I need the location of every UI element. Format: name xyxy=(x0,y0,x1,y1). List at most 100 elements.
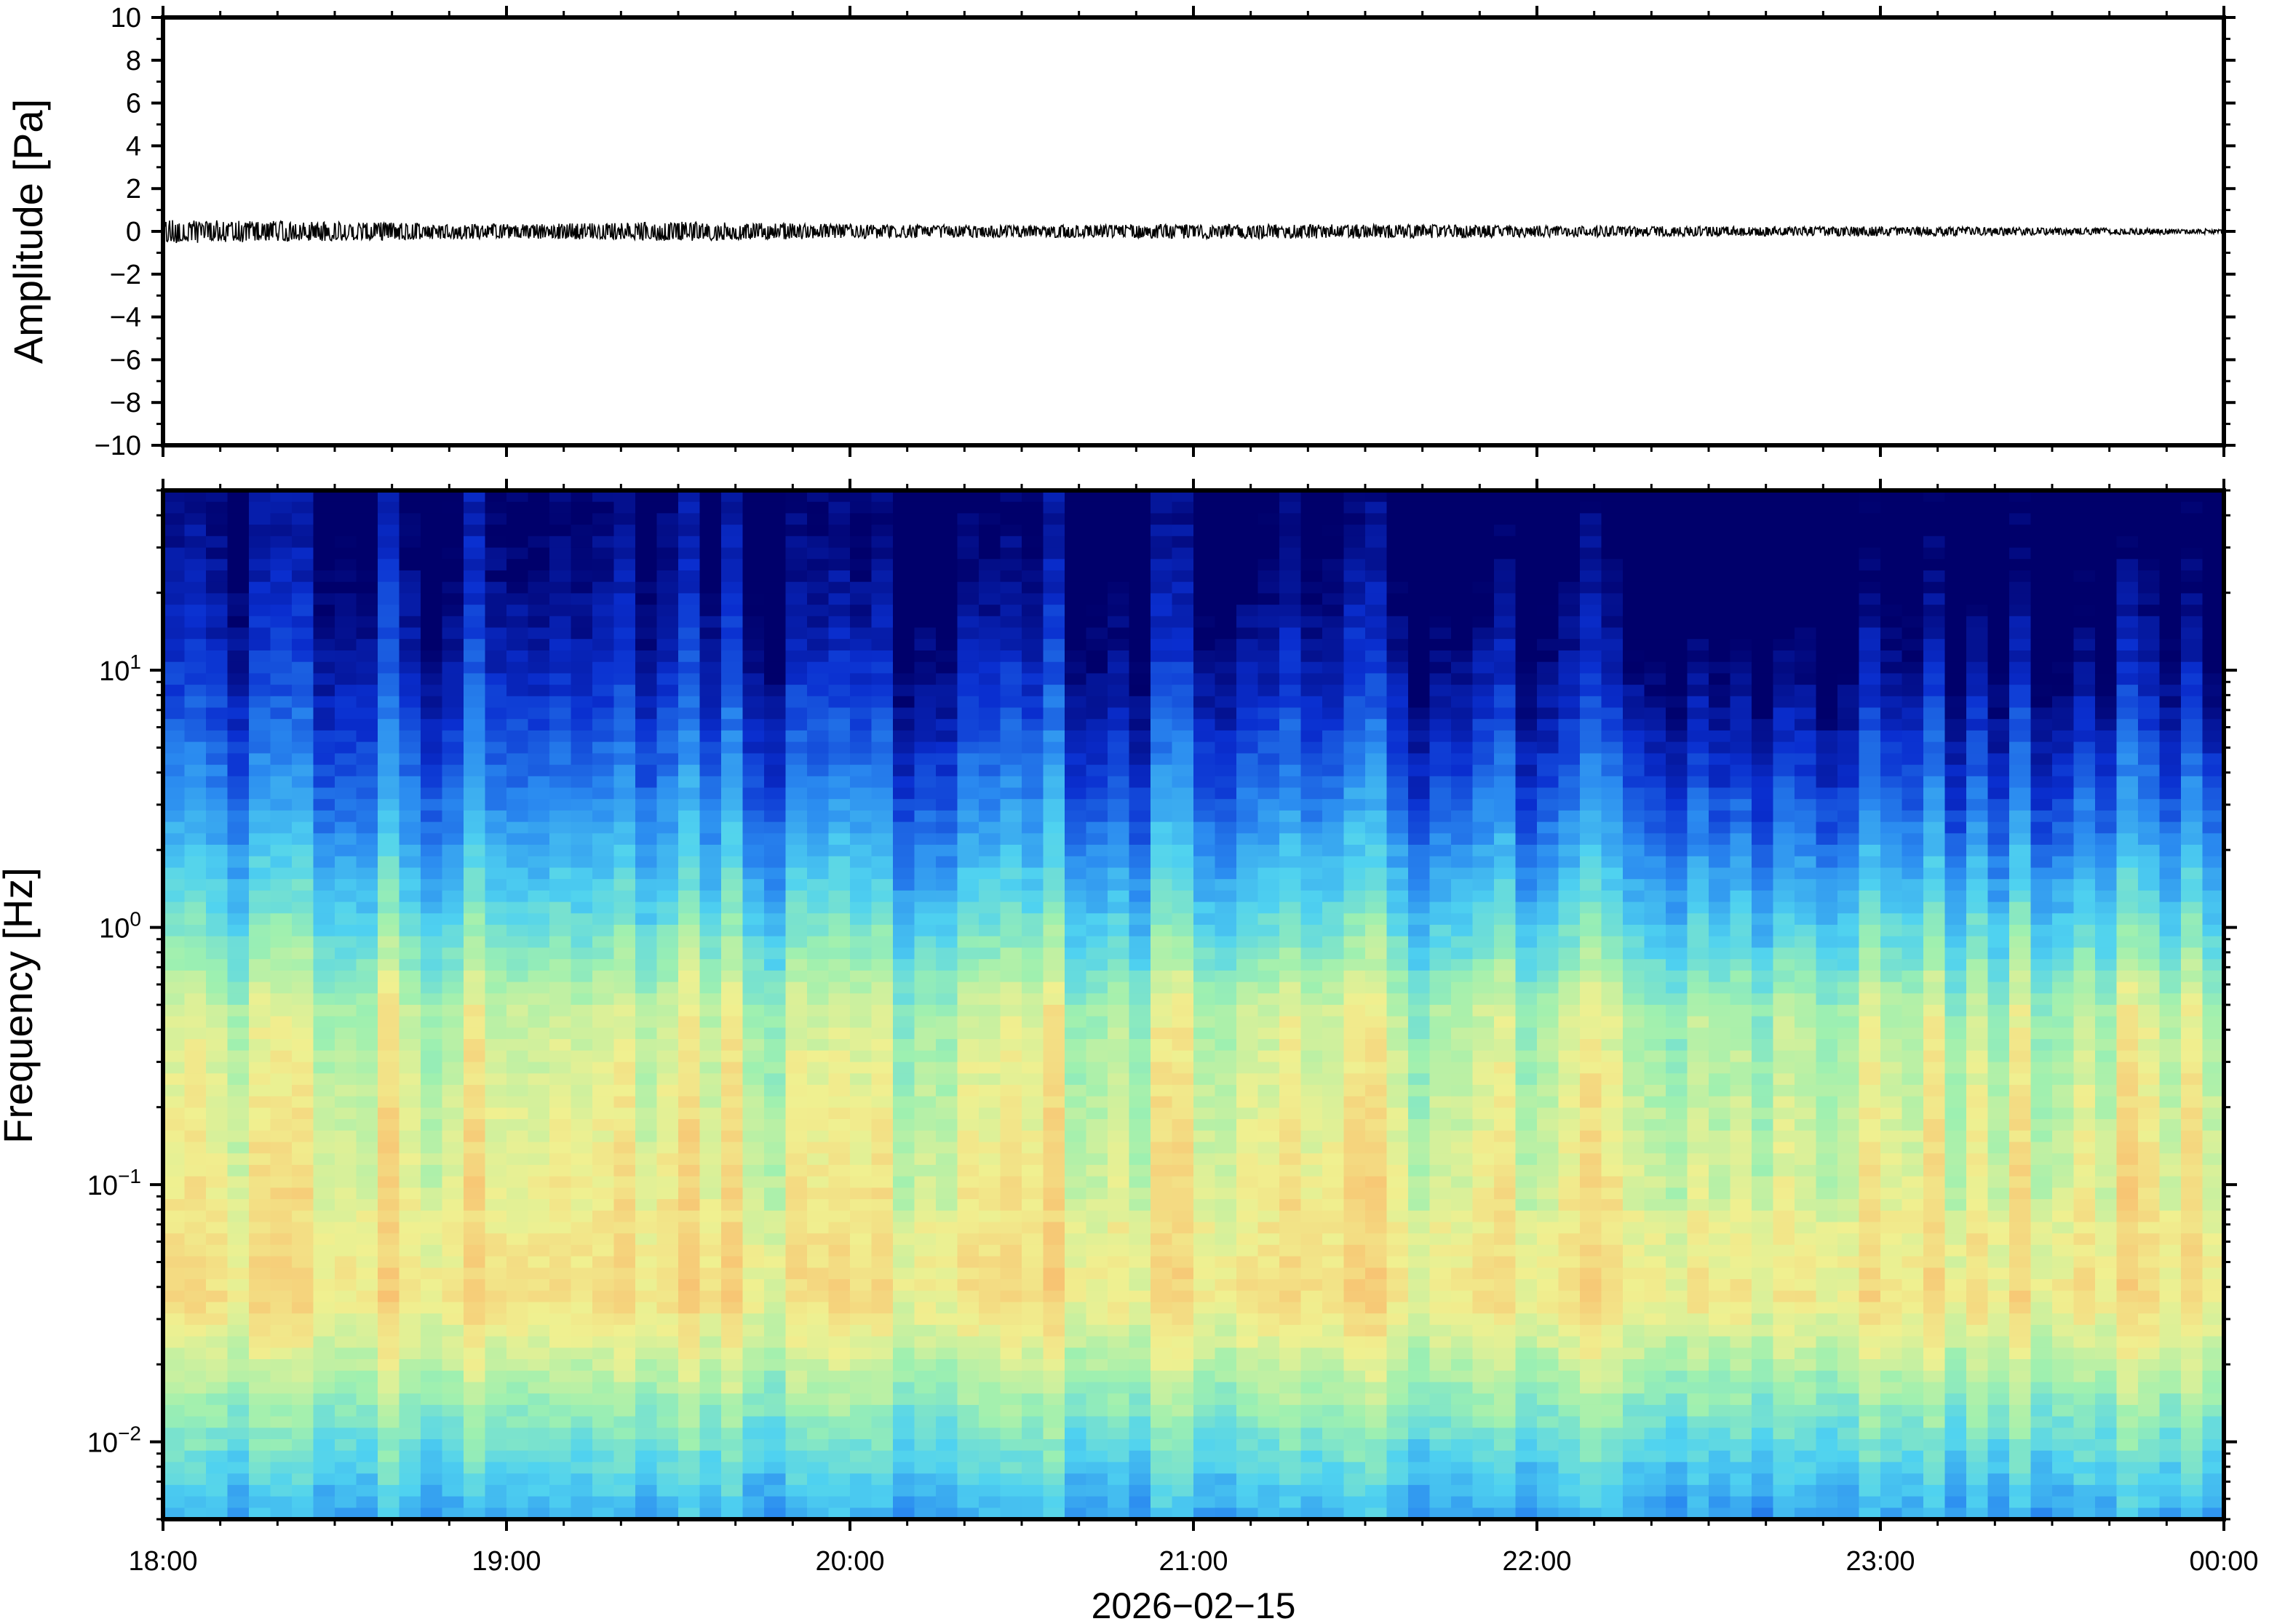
spectrogram-cell xyxy=(1236,1062,1259,1075)
spectrogram-cell xyxy=(227,901,250,915)
spectrogram-cell xyxy=(506,1496,529,1509)
spectrogram-cell xyxy=(335,821,357,835)
spectrogram-cell xyxy=(270,1005,293,1017)
spectrogram-cell xyxy=(1129,856,1151,869)
spectrogram-cell xyxy=(785,947,808,960)
spectrogram-cell xyxy=(1000,1142,1022,1154)
spectrogram-cell xyxy=(421,707,443,720)
spectrogram-cell xyxy=(764,1508,787,1519)
spectrogram-cell xyxy=(1108,1199,1130,1211)
spectrogram-cell xyxy=(742,536,765,549)
spectrogram-cell xyxy=(1215,1073,1237,1086)
spectrogram-cell xyxy=(249,1416,271,1429)
spectrogram-cell xyxy=(592,1119,615,1131)
spectrogram-cell xyxy=(313,501,335,514)
spectrogram-cell xyxy=(442,741,464,755)
spectrogram-cell xyxy=(292,947,314,960)
spectrogram-cell xyxy=(785,776,808,789)
spectrogram-cell xyxy=(227,707,250,720)
spectrogram-cell xyxy=(1215,525,1237,537)
spectrogram-cell xyxy=(613,559,636,571)
spectrogram-cell xyxy=(785,1279,808,1291)
spectrogram-cell xyxy=(206,661,229,674)
spectrogram-cell xyxy=(613,1062,636,1075)
spectrogram-cell xyxy=(1193,1142,1216,1154)
spectrogram-cell xyxy=(871,1484,894,1497)
spectrogram-cell xyxy=(549,627,572,640)
spectrogram-cell xyxy=(184,673,207,685)
spectrogram-cell xyxy=(378,547,400,560)
spectrogram-cell xyxy=(1043,581,1065,594)
spectrogram-cell xyxy=(1172,1050,1194,1063)
spectrogram-cell xyxy=(850,1210,873,1223)
spectrogram-cell xyxy=(914,1348,937,1360)
spectrogram-cell xyxy=(914,513,937,525)
spectrogram-cell xyxy=(356,970,378,983)
spectrogram-cell xyxy=(442,1348,464,1360)
spectrogram-cell xyxy=(571,616,593,629)
spectrogram-cell xyxy=(506,867,529,880)
spectrogram-cell xyxy=(1193,753,1216,765)
spectrogram-cell xyxy=(227,570,250,583)
spectrogram-cell xyxy=(1193,1428,1216,1440)
spectrogram-cell xyxy=(850,1142,873,1154)
spectrogram-cell xyxy=(979,936,1001,949)
spectrogram-cell xyxy=(421,536,443,549)
spectrogram-cell xyxy=(1000,821,1022,835)
spectrogram-cell xyxy=(485,959,507,971)
spectrogram-cell xyxy=(1000,1336,1022,1349)
spectrogram-cell xyxy=(1257,1313,1280,1326)
spectrogram-cell xyxy=(764,1324,787,1337)
spectrogram-cell xyxy=(1193,1496,1216,1509)
spectrogram-cell xyxy=(1043,1016,1065,1029)
spectrogram-cell xyxy=(1065,890,1087,903)
spectrogram-cell xyxy=(914,1165,937,1177)
spectrogram-cell xyxy=(1022,730,1044,743)
spectrogram-cell xyxy=(742,616,765,629)
spectrogram-cell xyxy=(227,913,250,926)
spectrogram-cell xyxy=(678,1176,701,1189)
spectrogram-cell xyxy=(1172,1142,1194,1154)
spectrogram-cell xyxy=(1129,765,1151,777)
spectrogram-cell xyxy=(979,947,1001,960)
spectrogram-cell xyxy=(571,1107,593,1120)
spectrogram-cell xyxy=(635,1290,658,1303)
spectrogram-cell xyxy=(936,1199,958,1211)
spectrogram-cell xyxy=(678,970,701,983)
spectrogram-cell xyxy=(270,1428,293,1440)
spectrogram-cell xyxy=(592,1336,615,1349)
spectrogram-cell xyxy=(399,753,421,765)
spectrogram-cell xyxy=(1215,925,1237,937)
spectrogram-cell xyxy=(442,833,464,845)
spectrogram-cell xyxy=(721,661,744,674)
spectrogram-cell xyxy=(421,1324,443,1337)
spectrogram-cell xyxy=(184,1233,207,1246)
spectrogram-cell xyxy=(442,707,464,720)
spectrogram-cell xyxy=(1129,959,1151,971)
spectrogram-cell xyxy=(785,1005,808,1017)
spectrogram-cell xyxy=(442,1016,464,1029)
spectrogram-cell xyxy=(1065,1473,1087,1486)
spectrogram-cell xyxy=(613,947,636,960)
spectrogram-cell xyxy=(549,913,572,926)
spectrogram-cell xyxy=(1279,673,1302,685)
spectrogram-cell xyxy=(292,1450,314,1463)
spectrogram-cell xyxy=(227,1176,250,1189)
spectrogram-cell xyxy=(1172,993,1194,1006)
spectrogram-cell xyxy=(1151,1244,1173,1257)
spectrogram-cell xyxy=(678,1439,701,1452)
spectrogram-cell xyxy=(571,1370,593,1383)
spectrogram-cell xyxy=(270,639,293,651)
spectrogram-cell xyxy=(979,730,1001,743)
spectrogram-cell xyxy=(678,799,701,811)
spectrogram-cell xyxy=(1257,1085,1280,1097)
spectrogram-cell xyxy=(828,833,851,845)
spectrogram-cell xyxy=(592,1165,615,1177)
spectrogram-cell xyxy=(249,639,271,651)
spectrogram-cell xyxy=(571,1313,593,1326)
spectrogram-cell xyxy=(442,1085,464,1097)
spectrogram-cell xyxy=(1000,639,1022,651)
spectrogram-cell xyxy=(1129,1313,1151,1326)
spectrogram-cell xyxy=(807,1302,830,1314)
spectrogram-cell xyxy=(313,753,335,765)
